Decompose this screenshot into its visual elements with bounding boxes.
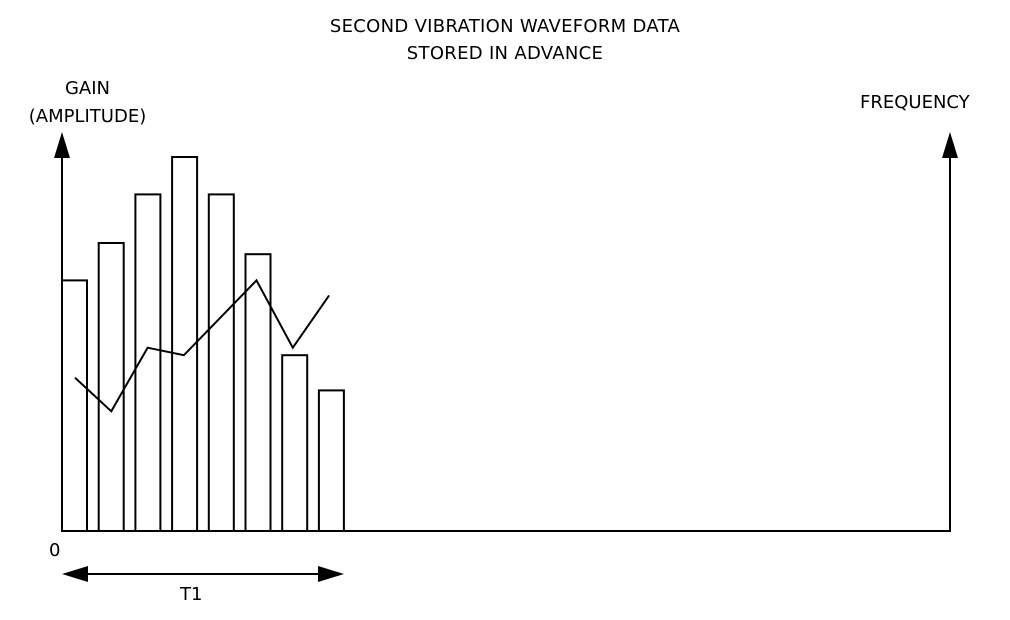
bar-4	[172, 157, 197, 531]
t1-left-arrowhead	[62, 566, 88, 582]
frequency-axis-arrowhead	[942, 132, 958, 158]
bars-group	[62, 157, 344, 531]
bar-5	[209, 194, 234, 531]
bar-2	[99, 243, 124, 531]
bar-1	[62, 280, 87, 531]
t1-right-arrowhead	[318, 566, 344, 582]
bar-8	[319, 390, 344, 531]
bar-7	[282, 355, 307, 531]
gain-axis-arrowhead	[54, 132, 70, 158]
bar-6	[246, 254, 271, 531]
